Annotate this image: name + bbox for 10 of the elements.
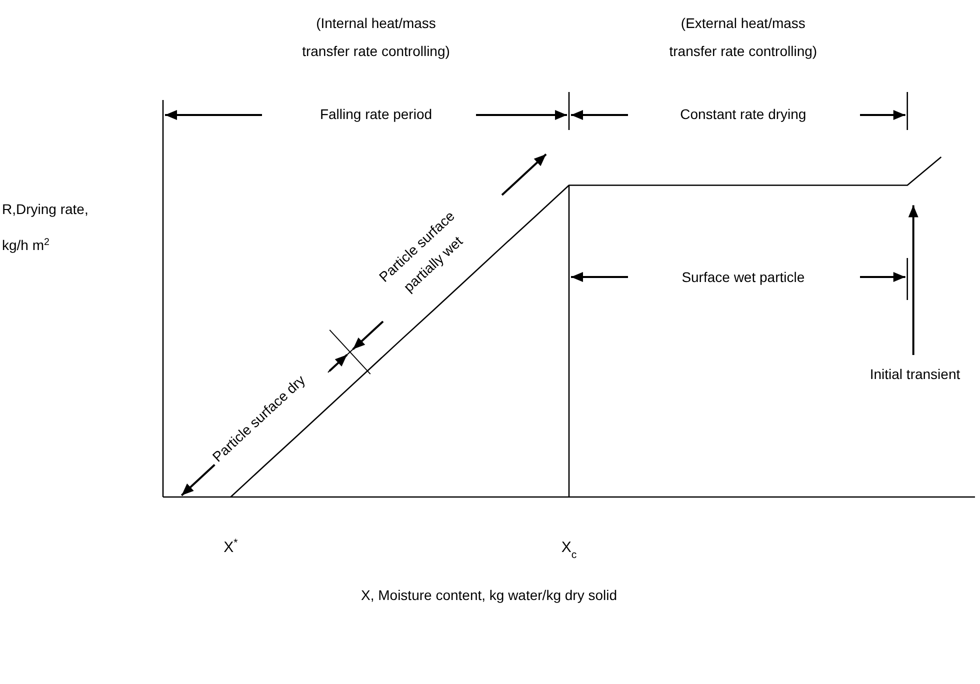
text: R,Drying rate, kg/h m$^{2}$: [2, 201, 88, 253]
annotation: Surface wet particle: [682, 269, 805, 285]
x-axis-title: X, Moisture content, kg water/kg dry solid: [361, 587, 617, 603]
x-tick-label: X$_{c}$: [561, 539, 577, 561]
text: (Internal heat/mass transfer rate controlling): [302, 15, 450, 59]
x-tick-label: X$^{*}$: [224, 537, 238, 556]
text: Constant rate drying: [680, 106, 806, 122]
text: (External heat/mass transfer rate controlling): [669, 15, 818, 59]
annotation: Initial transient: [870, 366, 960, 382]
text: Falling rate period: [320, 106, 432, 122]
